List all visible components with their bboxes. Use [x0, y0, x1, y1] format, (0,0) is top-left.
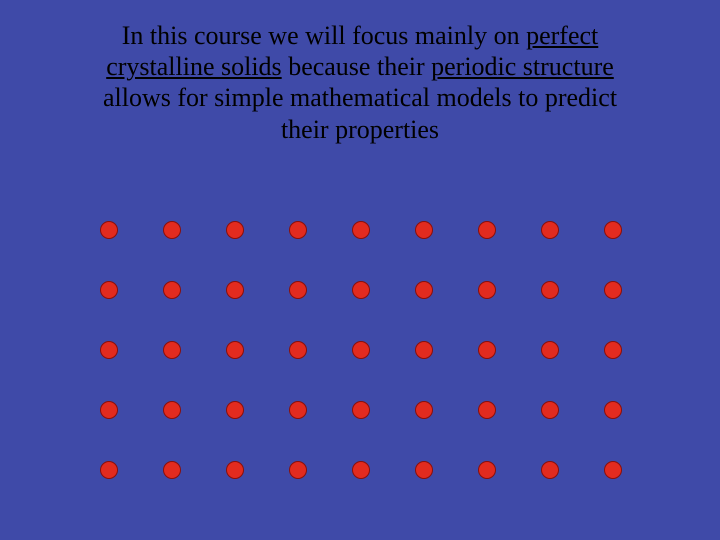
lattice-atom: [163, 401, 181, 419]
lattice-atom: [352, 401, 370, 419]
title-text-4: their properties: [281, 115, 439, 144]
lattice-atom: [100, 281, 118, 299]
title-underline-1: perfect: [526, 21, 598, 50]
slide-title: In this course we will focus mainly on p…: [70, 20, 650, 145]
lattice-atom: [478, 461, 496, 479]
lattice-atom: [226, 221, 244, 239]
lattice-atom: [541, 281, 559, 299]
lattice-atom: [541, 461, 559, 479]
crystal-lattice: [100, 200, 622, 500]
lattice-atom: [100, 221, 118, 239]
lattice-atom: [289, 341, 307, 359]
lattice-atom: [352, 221, 370, 239]
lattice-atom: [478, 401, 496, 419]
lattice-atom: [415, 341, 433, 359]
lattice-atom: [604, 341, 622, 359]
lattice-row: [100, 260, 622, 320]
lattice-atom: [604, 401, 622, 419]
lattice-atom: [415, 221, 433, 239]
lattice-row: [100, 440, 622, 500]
lattice-atom: [226, 341, 244, 359]
lattice-atom: [352, 281, 370, 299]
lattice-atom: [163, 461, 181, 479]
lattice-atom: [289, 461, 307, 479]
lattice-atom: [478, 281, 496, 299]
lattice-row: [100, 200, 622, 260]
lattice-atom: [226, 401, 244, 419]
lattice-atom: [541, 341, 559, 359]
lattice-atom: [541, 401, 559, 419]
lattice-atom: [541, 221, 559, 239]
lattice-atom: [604, 221, 622, 239]
lattice-atom: [100, 341, 118, 359]
title-underline-2: crystalline solids: [106, 52, 281, 81]
title-text-1: In this course we will focus mainly on: [122, 21, 526, 50]
lattice-atom: [478, 221, 496, 239]
lattice-atom: [289, 281, 307, 299]
lattice-atom: [415, 281, 433, 299]
lattice-atom: [352, 341, 370, 359]
title-text-2: because their: [282, 52, 431, 81]
lattice-atom: [415, 461, 433, 479]
lattice-atom: [604, 461, 622, 479]
lattice-row: [100, 380, 622, 440]
lattice-atom: [289, 221, 307, 239]
slide: In this course we will focus mainly on p…: [0, 0, 720, 540]
lattice-atom: [100, 461, 118, 479]
lattice-atom: [163, 221, 181, 239]
lattice-atom: [604, 281, 622, 299]
lattice-atom: [226, 461, 244, 479]
lattice-atom: [100, 401, 118, 419]
lattice-atom: [352, 461, 370, 479]
lattice-atom: [415, 401, 433, 419]
lattice-atom: [226, 281, 244, 299]
lattice-atom: [289, 401, 307, 419]
lattice-atom: [478, 341, 496, 359]
title-underline-3: periodic structure: [431, 52, 614, 81]
lattice-row: [100, 320, 622, 380]
title-text-3: allows for simple mathematical models to…: [103, 83, 617, 112]
lattice-atom: [163, 341, 181, 359]
lattice-atom: [163, 281, 181, 299]
